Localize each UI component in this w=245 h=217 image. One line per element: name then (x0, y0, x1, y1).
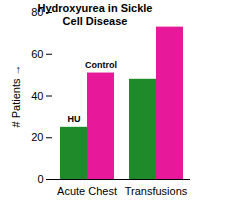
svg-text:# Patients →: # Patients → (10, 65, 22, 128)
svg-text:40: 40 (31, 90, 43, 102)
svg-text:HU: HU (68, 114, 81, 124)
svg-text:60: 60 (31, 48, 43, 60)
svg-text:20: 20 (31, 131, 43, 143)
svg-text:0: 0 (37, 173, 43, 185)
svg-text:80: 80 (31, 6, 43, 18)
svg-text:Transfusions: Transfusions (125, 185, 188, 197)
svg-text:Control: Control (85, 60, 117, 70)
svg-text:Acute Chest: Acute Chest (57, 185, 117, 197)
